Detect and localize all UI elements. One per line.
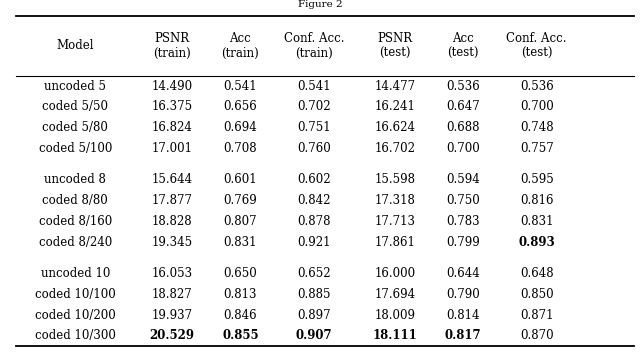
Text: 19.937: 19.937 (152, 309, 193, 321)
Text: coded 8/240: coded 8/240 (38, 236, 112, 249)
Text: 0.652: 0.652 (297, 267, 331, 280)
Text: 0.601: 0.601 (223, 173, 257, 186)
Text: 0.656: 0.656 (223, 100, 257, 113)
Text: 16.053: 16.053 (152, 267, 193, 280)
Text: 16.375: 16.375 (152, 100, 193, 113)
Text: 0.708: 0.708 (223, 142, 257, 155)
Text: 0.595: 0.595 (520, 173, 554, 186)
Text: PSNR
(train): PSNR (train) (154, 32, 191, 60)
Text: 0.650: 0.650 (223, 267, 257, 280)
Text: 17.318: 17.318 (374, 194, 415, 207)
Text: 0.602: 0.602 (297, 173, 331, 186)
Text: 0.846: 0.846 (223, 309, 257, 321)
Text: 0.700: 0.700 (520, 100, 554, 113)
Text: 15.598: 15.598 (374, 173, 415, 186)
Text: 0.814: 0.814 (446, 309, 480, 321)
Text: 0.757: 0.757 (520, 142, 554, 155)
Text: 19.345: 19.345 (152, 236, 193, 249)
Text: 0.855: 0.855 (222, 329, 259, 342)
Text: uncoded 10: uncoded 10 (40, 267, 110, 280)
Text: 0.594: 0.594 (446, 173, 480, 186)
Text: coded 10/100: coded 10/100 (35, 288, 116, 301)
Text: 0.817: 0.817 (445, 329, 481, 342)
Text: uncoded 5: uncoded 5 (44, 80, 106, 93)
Text: 0.783: 0.783 (446, 215, 480, 228)
Text: 16.824: 16.824 (152, 121, 193, 134)
Text: 20.529: 20.529 (150, 329, 195, 342)
Text: 16.624: 16.624 (374, 121, 415, 134)
Text: 0.850: 0.850 (520, 288, 554, 301)
Text: 0.751: 0.751 (297, 121, 331, 134)
Text: coded 8/160: coded 8/160 (38, 215, 112, 228)
Text: 0.807: 0.807 (223, 215, 257, 228)
Text: 16.000: 16.000 (374, 267, 415, 280)
Text: 0.842: 0.842 (297, 194, 331, 207)
Text: 17.877: 17.877 (152, 194, 193, 207)
Text: 16.241: 16.241 (374, 100, 415, 113)
Text: 0.885: 0.885 (297, 288, 331, 301)
Text: 0.769: 0.769 (223, 194, 257, 207)
Text: 0.921: 0.921 (297, 236, 331, 249)
Text: coded 8/80: coded 8/80 (42, 194, 108, 207)
Text: Acc
(train): Acc (train) (221, 32, 259, 60)
Text: coded 5/80: coded 5/80 (42, 121, 108, 134)
Text: 18.111: 18.111 (372, 329, 417, 342)
Text: 0.748: 0.748 (520, 121, 554, 134)
Text: 0.647: 0.647 (446, 100, 480, 113)
Text: 0.688: 0.688 (446, 121, 480, 134)
Text: 0.831: 0.831 (520, 215, 554, 228)
Text: coded 5/50: coded 5/50 (42, 100, 108, 113)
Text: 18.828: 18.828 (152, 215, 193, 228)
Text: 16.702: 16.702 (374, 142, 415, 155)
Text: 18.009: 18.009 (374, 309, 415, 321)
Text: coded 5/100: coded 5/100 (38, 142, 112, 155)
Text: 18.827: 18.827 (152, 288, 193, 301)
Text: 0.702: 0.702 (297, 100, 331, 113)
Text: coded 10/200: coded 10/200 (35, 309, 116, 321)
Text: 17.694: 17.694 (374, 288, 415, 301)
Text: 0.541: 0.541 (297, 80, 331, 93)
Text: 15.644: 15.644 (152, 173, 193, 186)
Text: uncoded 8: uncoded 8 (44, 173, 106, 186)
Text: 0.694: 0.694 (223, 121, 257, 134)
Text: 0.536: 0.536 (446, 80, 480, 93)
Text: 14.490: 14.490 (152, 80, 193, 93)
Text: 0.541: 0.541 (223, 80, 257, 93)
Text: 0.644: 0.644 (446, 267, 480, 280)
Text: 0.790: 0.790 (446, 288, 480, 301)
Text: Conf. Acc.
(train): Conf. Acc. (train) (284, 32, 344, 60)
Text: 17.861: 17.861 (374, 236, 415, 249)
Text: 0.648: 0.648 (520, 267, 554, 280)
Text: 14.477: 14.477 (374, 80, 415, 93)
Text: 0.750: 0.750 (446, 194, 480, 207)
Text: PSNR
(test): PSNR (test) (378, 32, 412, 60)
Text: 0.760: 0.760 (297, 142, 331, 155)
Text: 17.713: 17.713 (374, 215, 415, 228)
Text: 17.001: 17.001 (152, 142, 193, 155)
Text: 0.700: 0.700 (446, 142, 480, 155)
Text: Model: Model (56, 39, 94, 53)
Text: Conf. Acc.
(test): Conf. Acc. (test) (506, 32, 567, 60)
Text: 0.831: 0.831 (223, 236, 257, 249)
Text: 0.907: 0.907 (296, 329, 332, 342)
Text: 0.813: 0.813 (223, 288, 257, 301)
Text: Figure 2: Figure 2 (298, 0, 342, 9)
Text: 0.871: 0.871 (520, 309, 554, 321)
Text: 0.816: 0.816 (520, 194, 554, 207)
Text: Acc
(test): Acc (test) (447, 32, 479, 60)
Text: 0.536: 0.536 (520, 80, 554, 93)
Text: 0.878: 0.878 (297, 215, 331, 228)
Text: 0.897: 0.897 (297, 309, 331, 321)
Text: coded 10/300: coded 10/300 (35, 329, 116, 342)
Text: 0.893: 0.893 (518, 236, 555, 249)
Text: 0.799: 0.799 (446, 236, 480, 249)
Text: 0.870: 0.870 (520, 329, 554, 342)
